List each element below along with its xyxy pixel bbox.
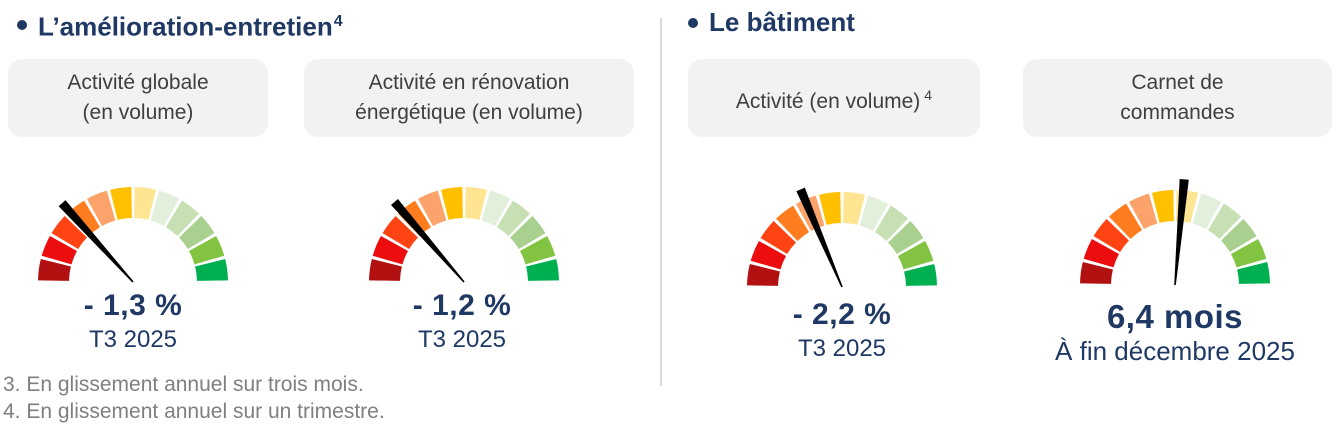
gauge-value: - 1,2 % (412, 289, 512, 322)
section-title-text: L’amélioration-entretien (38, 11, 333, 42)
gauge-segment (1128, 193, 1158, 230)
gauge-segment (465, 187, 487, 220)
gauge-segment (86, 190, 116, 227)
gauge-label-carnet-commandes: Carnet de commandes (1023, 59, 1332, 137)
section-title-batiment: Le bâtiment (709, 7, 855, 37)
gauge-segment (897, 240, 934, 270)
gauge-segment (1192, 193, 1222, 230)
gauge-period: T3 2025 (417, 326, 507, 353)
gauge-segment (750, 240, 787, 270)
gauge-segment (904, 264, 937, 286)
gauge-segment (195, 259, 228, 281)
gauge-segment (747, 264, 780, 286)
gauge-segment (382, 216, 418, 250)
gauge-renovation-energetique (369, 187, 559, 283)
gauge-needle (1174, 179, 1189, 286)
section-header-batiment: Le bâtiment (688, 7, 855, 37)
gauge-segment (372, 235, 409, 265)
gauge-segment (1080, 262, 1113, 284)
gauge-segment (369, 259, 402, 281)
gauge-segment (496, 200, 530, 236)
gauge-period: T3 2025 (88, 326, 178, 353)
gauge-value: 6,4 mois (1106, 298, 1244, 335)
gauge-segment (874, 205, 908, 241)
gauge-label-activite-volume: Activité (en volume) 4 (688, 59, 980, 137)
gauge-reading-carnet-commandes: 6,4 mois À fin décembre 2025 (1005, 298, 1341, 366)
gauge-segment (526, 259, 559, 281)
gauge-segment (188, 235, 225, 265)
gauge-label-activite-globale: Activité globale (en volume) (8, 59, 268, 137)
gauge-segment (179, 216, 215, 250)
gauge-value: - 1,3 % (83, 289, 183, 322)
label-line: Activité globale (67, 71, 209, 94)
label-line: Carnet de (1131, 71, 1224, 94)
bullet-icon (17, 20, 27, 31)
gauge-segment (859, 195, 889, 232)
footnote-ref-4: 4 (333, 13, 343, 30)
label-line: Activité (en volume) 4 (736, 80, 932, 117)
gauge-segment (441, 187, 463, 220)
gauge-segment (67, 200, 101, 236)
gauge-segment (150, 190, 180, 227)
label-line: Activité en rénovation (368, 71, 570, 94)
footnote-3: 3. En glissement annuel sur trois mois. (3, 373, 364, 396)
gauge-segment (888, 221, 924, 255)
section-title-text: Le bâtiment (709, 7, 855, 37)
gauge-reading-activite-globale: - 1,3 % T3 2025 (0, 287, 303, 355)
gauge-segment (1093, 219, 1129, 253)
gauge-segment (510, 216, 546, 250)
section-divider (660, 18, 662, 386)
gauge-period: T3 2025 (797, 335, 887, 362)
footnotes: 3. En glissement annuel sur trois mois. … (3, 371, 385, 425)
gauge-segment (110, 187, 132, 220)
section-header-amelioration-entretien: L’amélioration-entretien4 (17, 7, 343, 42)
gauge-segment (760, 221, 796, 255)
gauge-segment (38, 259, 71, 281)
gauge-segment (519, 235, 556, 265)
gauge-reading-renovation-energetique: - 1,2 % T3 2025 (292, 287, 632, 355)
gauge-activite-volume (747, 187, 937, 288)
label-text: Activité (en volume) (735, 89, 921, 113)
gauge-segment (134, 187, 156, 220)
gauge-segment (843, 192, 865, 225)
gauge-segment (1221, 219, 1257, 253)
label-line: commandes (1120, 101, 1235, 124)
footnote-ref-4: 4 (924, 86, 933, 103)
gauge-segment (1207, 203, 1241, 239)
gauge-segment (41, 235, 78, 265)
gauge-reading-activite-volume: - 2,2 % T3 2025 (672, 296, 1012, 364)
gauge-carnet-commandes (1080, 179, 1270, 286)
gauge-segment (1109, 203, 1143, 239)
gauge-period: À fin décembre 2025 (1055, 336, 1295, 366)
footnote-4: 4. En glissement annuel sur un trimestre… (3, 400, 385, 423)
gauge-value: - 2,2 % (792, 298, 892, 331)
label-line: (en volume) (82, 101, 194, 124)
gauge-segment (417, 190, 447, 227)
gauge-needle (796, 187, 843, 288)
gauge-needle (58, 200, 134, 283)
gauge-segment (1083, 238, 1120, 268)
gauge-segment (819, 192, 841, 225)
gauge-segment (165, 200, 199, 236)
gauge-segment (1230, 238, 1267, 268)
label-line: énergétique (en volume) (355, 101, 583, 124)
gauge-activite-globale (38, 187, 228, 283)
gauge-label-renovation-energetique: Activité en rénovation énergétique (en v… (304, 59, 634, 137)
gauge-needle (390, 198, 465, 283)
gauge-segment (1152, 190, 1174, 223)
gauge-segment (776, 205, 810, 241)
gauge-segment (481, 190, 511, 227)
gauge-segment (51, 216, 87, 250)
bullet-icon (688, 18, 698, 28)
gauge-segment (1237, 262, 1270, 284)
section-title-amelioration-entretien: L’amélioration-entretien4 (38, 7, 343, 42)
